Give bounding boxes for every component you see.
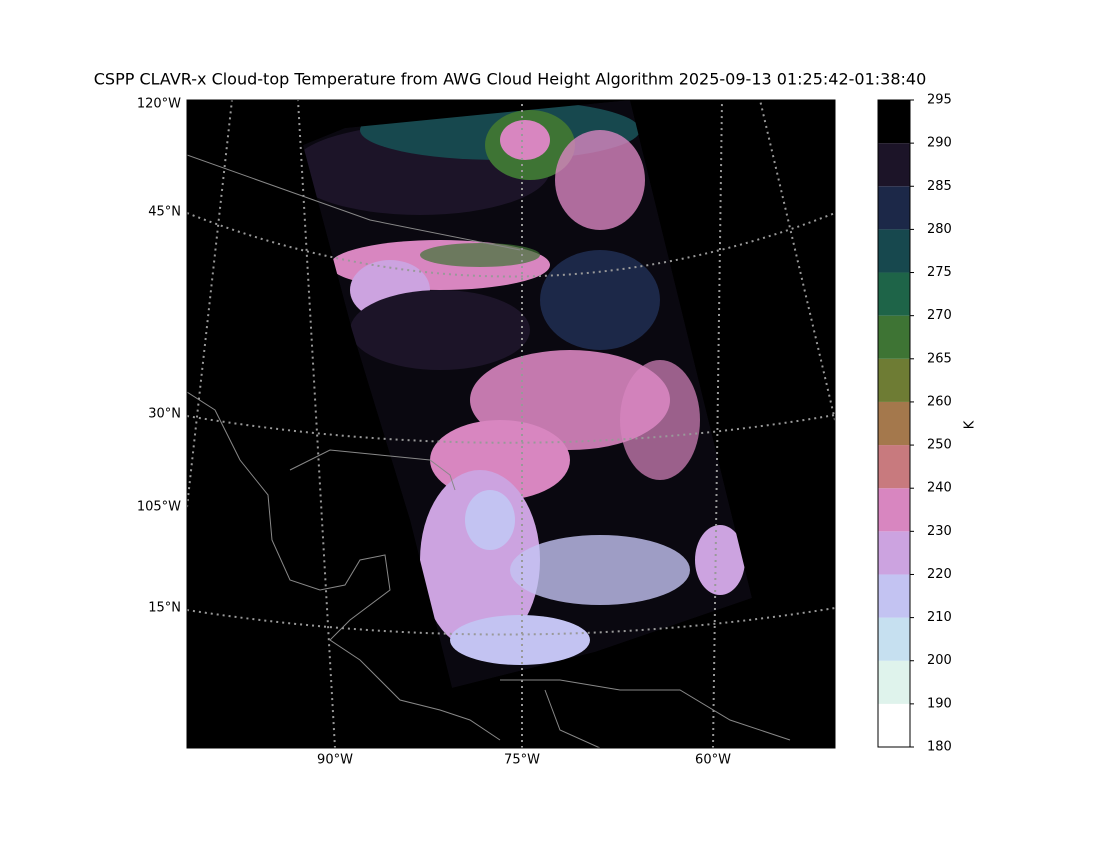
colorbar-tick-label: 295 (927, 93, 952, 108)
colorbar-segment (878, 358, 910, 402)
colorbar-segment (878, 617, 910, 661)
colorbar-segment (878, 703, 910, 747)
satellite-swath (303, 100, 752, 688)
colorbar-tick-label: 250 (927, 438, 952, 453)
colorbar-segment (878, 574, 910, 618)
colorbar-segment (878, 229, 910, 273)
lon-label: 75°W (504, 753, 540, 768)
colorbar: 180 190 200 210 220 230 240 250 260 265 270 275 280 2… (877, 93, 978, 755)
map (187, 100, 835, 748)
colorbar-segment (878, 272, 910, 316)
lat-lon-label: 120°W (137, 97, 181, 112)
colorbar-segment (878, 445, 910, 489)
colorbar-tick-label: 240 (927, 481, 952, 496)
colorbar-tick-label: 280 (927, 222, 952, 237)
lat-lon-label: 30°N (148, 407, 181, 422)
colorbar-segment (878, 315, 910, 359)
colorbar-tick-label: 210 (927, 610, 952, 625)
colorbar-segment (878, 186, 910, 230)
lat-lon-label: 15°N (148, 601, 181, 616)
lat-lon-label: 45°N (148, 205, 181, 220)
colorbar-segment (878, 143, 910, 187)
colorbar-segment (878, 660, 910, 704)
title: CSPP CLAVR-x Cloud-top Temperature from … (94, 70, 927, 89)
colorbar-tick-label: 285 (927, 179, 952, 194)
colorbar-tick-label: 270 (927, 308, 952, 323)
colorbar-frame (877, 99, 911, 748)
colorbar-tick-label: 230 (927, 524, 952, 539)
coastlines (187, 154, 791, 748)
lat-lon-label: 105°W (137, 500, 181, 515)
colorbar-label: K (963, 420, 978, 429)
colorbar-tick-label: 190 (927, 696, 952, 711)
graticule (187, 100, 835, 748)
colorbar-tick-label: 220 (927, 567, 952, 582)
map-frame (186, 99, 836, 749)
colorbar-segment (878, 401, 910, 446)
colorbar-tick-label: 265 (927, 351, 952, 366)
lon-label: 90°W (317, 753, 353, 768)
colorbar-tick-label: 200 (927, 653, 952, 668)
colorbar-tick-label: 180 (927, 740, 952, 755)
colorbar-segment (878, 100, 910, 144)
colorbar-tick-label: 275 (927, 265, 952, 280)
colorbar-segment (878, 488, 910, 532)
colorbar-tick-label: 260 (927, 394, 952, 409)
lon-label: 60°W (695, 753, 731, 768)
map-labels: 120°W 45°N 30°N 105°W 15°N 90°W 75°W 60°W (137, 97, 731, 768)
colorbar-tick-label: 290 (927, 136, 952, 151)
colorbar-segment (878, 531, 910, 575)
